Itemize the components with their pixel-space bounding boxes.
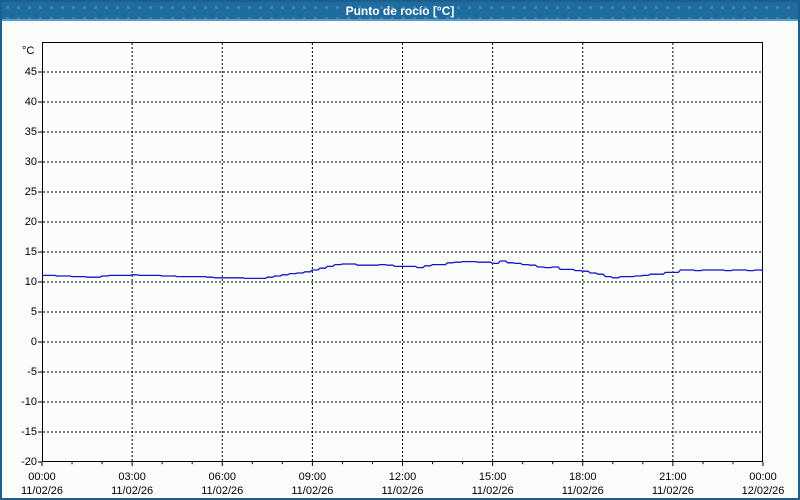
svg-text:11/02/26: 11/02/26 [472, 485, 514, 497]
svg-text:11/02/26: 11/02/26 [652, 485, 694, 497]
svg-text:12/02/26: 12/02/26 [742, 485, 785, 497]
svg-text:11/02/26: 11/02/26 [291, 485, 333, 497]
svg-text:11/02/26: 11/02/26 [201, 485, 243, 497]
svg-text:30: 30 [25, 156, 37, 168]
svg-text:12:00: 12:00 [389, 471, 417, 483]
svg-text:11/02/26: 11/02/26 [381, 485, 423, 497]
svg-text:00:00: 00:00 [749, 471, 777, 483]
svg-text:20: 20 [25, 216, 37, 228]
svg-text:5: 5 [31, 306, 37, 318]
svg-text:21:00: 21:00 [659, 471, 687, 483]
svg-text:06:00: 06:00 [208, 471, 236, 483]
svg-text:-15: -15 [21, 426, 37, 438]
svg-text:11/02/26: 11/02/26 [21, 485, 63, 497]
svg-text:03:00: 03:00 [118, 471, 146, 483]
svg-text:15:00: 15:00 [479, 471, 507, 483]
svg-text:°C: °C [22, 45, 34, 57]
svg-text:0: 0 [31, 336, 37, 348]
svg-text:09:00: 09:00 [299, 471, 327, 483]
svg-text:40: 40 [25, 96, 37, 108]
svg-text:15: 15 [25, 246, 37, 258]
svg-text:18:00: 18:00 [569, 471, 597, 483]
svg-text:00:00: 00:00 [28, 471, 56, 483]
svg-text:25: 25 [25, 186, 37, 198]
svg-text:-20: -20 [21, 456, 37, 468]
svg-text:11/02/26: 11/02/26 [111, 485, 153, 497]
svg-text:35: 35 [25, 126, 37, 138]
svg-text:-10: -10 [21, 396, 37, 408]
svg-text:10: 10 [25, 276, 37, 288]
svg-text:45: 45 [25, 66, 37, 78]
svg-text:-5: -5 [27, 366, 37, 378]
svg-text:11/02/26: 11/02/26 [562, 485, 604, 497]
